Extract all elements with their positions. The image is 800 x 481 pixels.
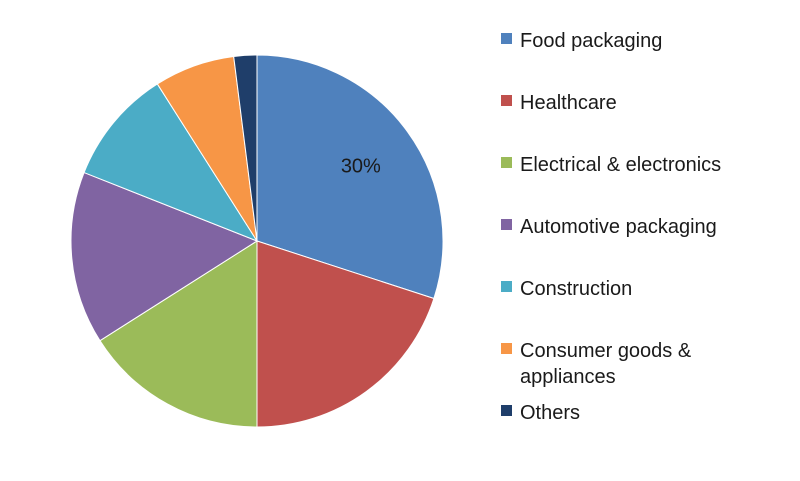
pie-slice-electrical-electronics (99, 240, 258, 428)
legend-item: Others (501, 400, 770, 426)
legend-item: Consumer goods & appliances (501, 338, 770, 390)
legend-swatch (501, 157, 512, 168)
pie-slice-construction (83, 83, 259, 243)
pie-slice-food-packaging (256, 54, 444, 300)
legend-label: Electrical & electronics (520, 154, 722, 176)
legend-label: Automotive packaging (520, 216, 717, 238)
legend-item: Healthcare (501, 90, 770, 116)
legend-label: Consumer goods & appliances (520, 340, 692, 388)
legend-swatch (501, 95, 512, 106)
legend-swatch (501, 219, 512, 230)
legend-label: Construction (520, 278, 633, 300)
legend-label: Food packaging (520, 30, 663, 52)
legend-item: Automotive packaging (501, 214, 770, 240)
legend-item: Food packaging (501, 28, 770, 54)
legend-item: Electrical & electronics (501, 152, 770, 178)
legend-item: Construction (501, 276, 770, 302)
legend-swatch (501, 33, 512, 44)
legend-label: Others (520, 402, 581, 424)
pie-slice-others (233, 54, 258, 242)
legend-swatch (501, 343, 512, 354)
legend-swatch (501, 281, 512, 292)
pie-slice-healthcare (256, 240, 435, 428)
legend-label: Healthcare (520, 92, 617, 114)
data-label: 30% (341, 156, 381, 178)
pie-chart: 30% (70, 54, 444, 428)
legend-swatch (501, 405, 512, 416)
pie-slice-automotive-packaging (70, 171, 259, 342)
